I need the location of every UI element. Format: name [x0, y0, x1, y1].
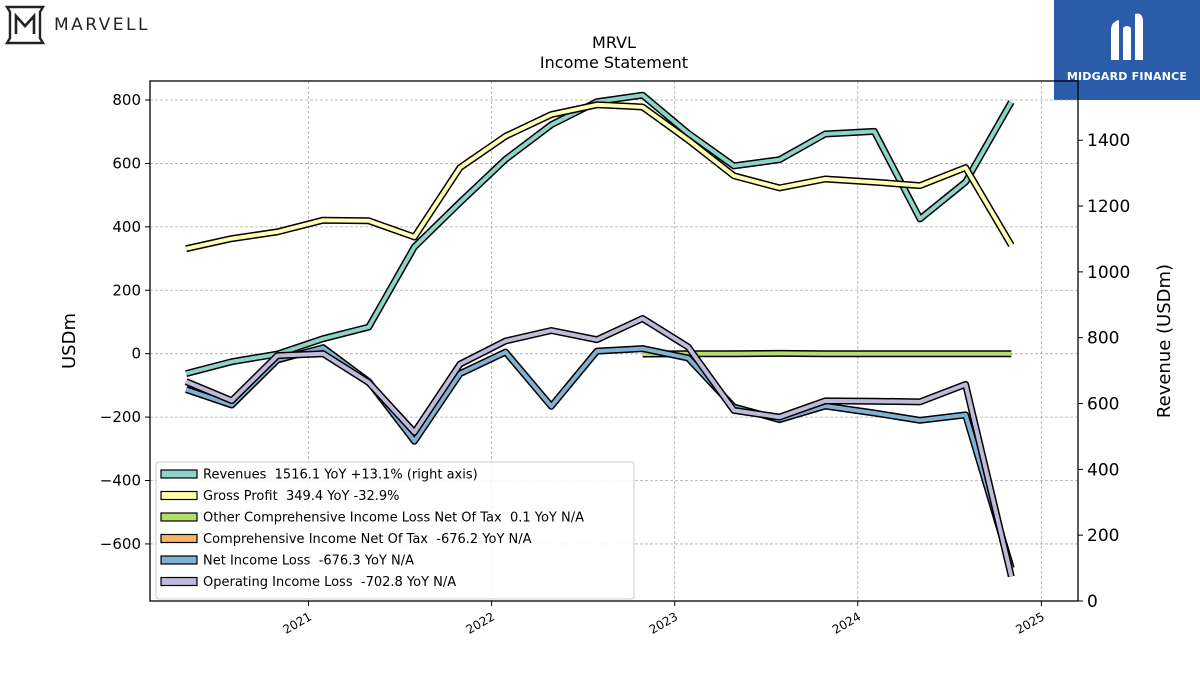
y-left-tick-label: 0 — [131, 345, 141, 363]
y-axis-right: 0 200 400 600 800 1000 1200 1400 — [1078, 131, 1130, 612]
legend-label-0: Revenues 1516.1 YoY +13.1% (right axis) — [203, 468, 478, 483]
x-tick-label: 2025 — [1013, 609, 1046, 636]
y-left-tick-label: 200 — [112, 281, 141, 299]
legend-label-5: Operating Income Loss -702.8 YoY N/A — [203, 575, 456, 590]
x-tick-label: 2021 — [281, 609, 314, 636]
x-tick-label: 2024 — [830, 609, 863, 636]
y-left-tick-label: 600 — [112, 154, 141, 172]
y-left-tick-label: 400 — [112, 218, 141, 236]
y-right-tick-label: 0 — [1087, 592, 1098, 612]
chart-subtitle: Income Statement — [540, 53, 688, 72]
midgard-mark-icon — [1111, 13, 1143, 61]
y-right-tick-label: 200 — [1087, 526, 1119, 546]
legend-label-2: Other Comprehensive Income Loss Net Of T… — [203, 511, 584, 526]
series-line-4 — [185, 345, 1014, 569]
y-left-tick-label: 800 — [112, 91, 141, 109]
y-axis-left-label: USDm — [59, 313, 80, 369]
y-right-tick-label: 400 — [1087, 460, 1119, 480]
legend-swatch-1 — [160, 490, 198, 501]
legend-swatch-3 — [160, 533, 198, 544]
y-right-tick-label: 1200 — [1087, 197, 1130, 217]
y-axis-left: −600 −400 −200 0 200 400 600 800 — [100, 91, 150, 553]
legend-swatch-0 — [160, 469, 198, 479]
y-left-tick-label: −400 — [100, 472, 141, 490]
series-line-5 — [185, 316, 1014, 577]
legend-label-3: Comprehensive Income Net Of Tax -676.2 Y… — [203, 532, 532, 547]
series-line-0 — [185, 93, 1014, 376]
legend-label-4: Net Income Loss -676.3 YoY N/A — [203, 554, 414, 569]
y-right-tick-label: 800 — [1087, 329, 1119, 349]
legend-label-1: Gross Profit 349.4 YoY -32.9% — [203, 489, 400, 504]
series-line-outline-0 — [185, 91, 1015, 377]
legend-swatch-5 — [160, 576, 198, 587]
legend-box — [155, 461, 635, 600]
series-line-2 — [642, 351, 1012, 356]
legend-swatch-2 — [160, 512, 198, 522]
y-right-tick-label: 600 — [1087, 395, 1119, 415]
marvell-logo: MARVELL — [4, 4, 150, 46]
midgard-logo-text: MIDGARD FINANCE — [1066, 70, 1188, 83]
legend: Revenues 1516.1 YoY +13.1% (right axis) G… — [155, 461, 635, 600]
x-tick-label: 2023 — [647, 609, 680, 636]
series-lines — [184, 91, 1015, 578]
chart-title: MRVL — [592, 33, 636, 52]
x-axis: 2021 2022 2023 2024 2025 — [281, 601, 1047, 637]
legend-swatch-4 — [160, 555, 198, 565]
y-right-tick-label: 1400 — [1087, 131, 1130, 151]
plot-frame — [149, 80, 1079, 602]
y-axis-right-label: Revenue (USDm) — [1154, 264, 1175, 418]
y-left-tick-label: −600 — [100, 535, 141, 553]
series-line-1 — [185, 102, 1014, 251]
marvell-logo-text: MARVELL — [54, 15, 150, 35]
y-left-tick-label: −200 — [100, 408, 141, 426]
marvell-mark-icon — [4, 5, 46, 45]
y-right-tick-label: 1000 — [1087, 263, 1130, 283]
x-tick-label: 2022 — [464, 609, 497, 636]
